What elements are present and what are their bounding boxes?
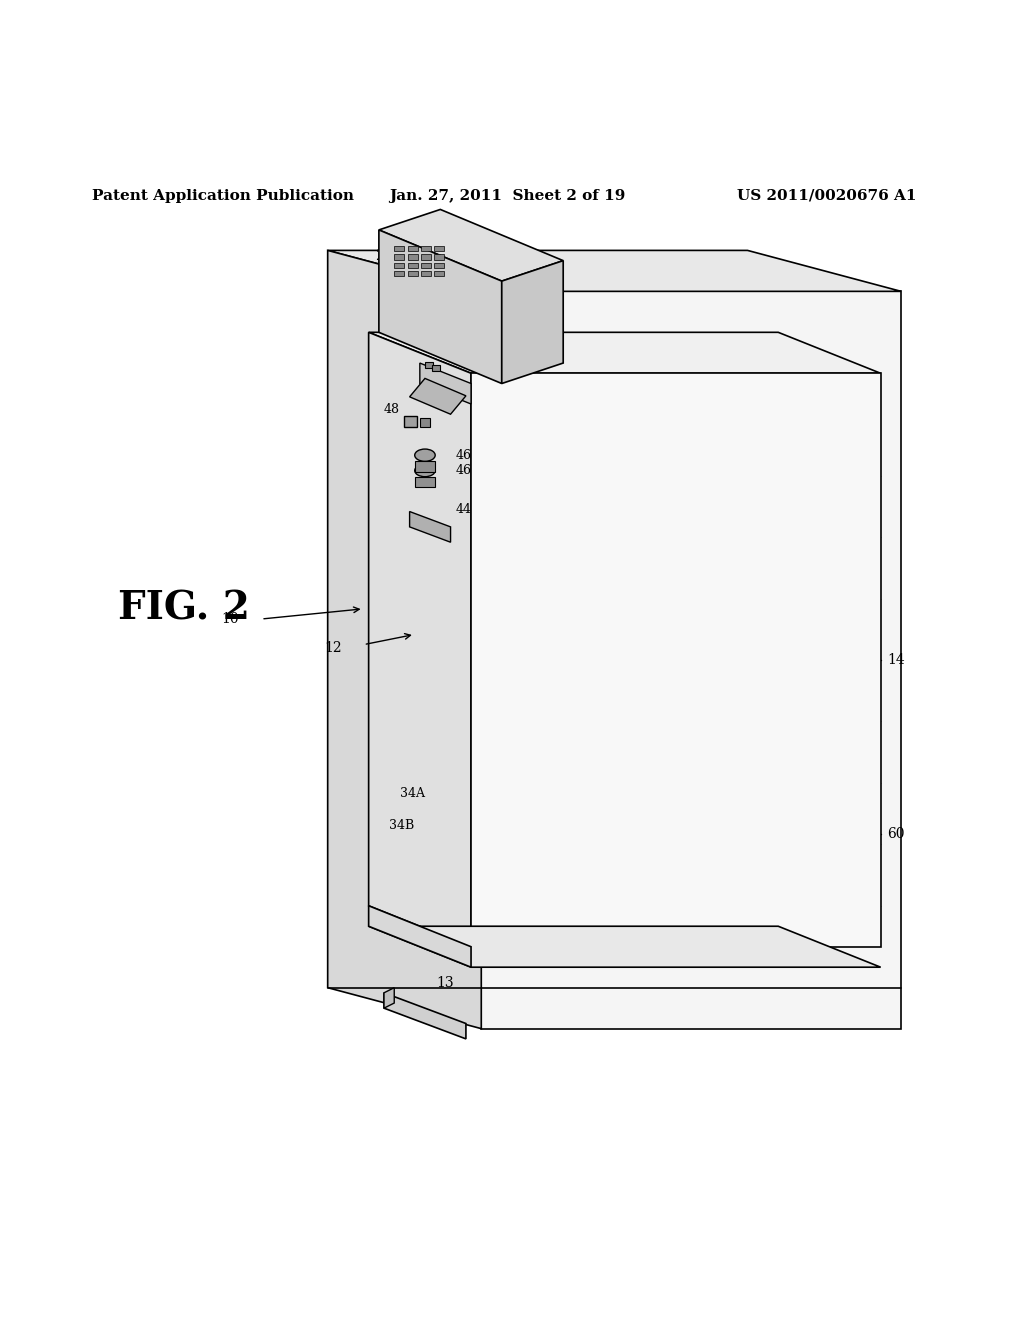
Polygon shape (369, 333, 881, 374)
Bar (421, 247, 431, 251)
Bar (394, 255, 404, 260)
Bar (408, 247, 418, 251)
Bar (408, 255, 418, 260)
Text: Jan. 27, 2011  Sheet 2 of 19: Jan. 27, 2011 Sheet 2 of 19 (389, 189, 626, 203)
Bar (434, 255, 444, 260)
Polygon shape (502, 260, 563, 384)
Polygon shape (369, 906, 471, 968)
Polygon shape (410, 379, 466, 414)
Bar (432, 366, 440, 371)
Polygon shape (471, 374, 881, 946)
Text: 13: 13 (441, 338, 460, 351)
Text: US 2011/0020676 A1: US 2011/0020676 A1 (737, 189, 916, 203)
Bar (425, 362, 433, 368)
Polygon shape (328, 251, 481, 1028)
Polygon shape (384, 987, 394, 1008)
Ellipse shape (415, 449, 435, 462)
Text: 14: 14 (887, 653, 905, 667)
Polygon shape (410, 512, 451, 543)
Text: 60: 60 (887, 828, 905, 841)
Polygon shape (415, 462, 435, 471)
Text: 12: 12 (324, 640, 342, 655)
Polygon shape (369, 927, 881, 968)
Polygon shape (379, 230, 502, 384)
Bar (408, 263, 418, 268)
Text: 34B: 34B (389, 820, 415, 833)
Bar (421, 255, 431, 260)
Text: 10: 10 (221, 612, 240, 626)
Bar (434, 271, 444, 276)
Bar (394, 271, 404, 276)
Bar (404, 416, 417, 426)
Text: 24: 24 (375, 248, 393, 263)
Text: 40: 40 (426, 265, 444, 280)
Text: 46: 46 (456, 465, 472, 477)
Text: 13: 13 (436, 975, 455, 990)
Bar (434, 247, 444, 251)
Ellipse shape (415, 465, 435, 477)
Bar (394, 263, 404, 268)
Bar (394, 247, 404, 251)
Text: 44: 44 (456, 503, 472, 516)
Polygon shape (379, 210, 563, 281)
Text: Patent Application Publication: Patent Application Publication (92, 189, 354, 203)
Polygon shape (481, 292, 901, 1028)
Polygon shape (415, 477, 435, 487)
Text: 34A: 34A (400, 787, 425, 800)
Bar (420, 418, 430, 426)
Polygon shape (328, 251, 901, 292)
Polygon shape (384, 993, 466, 1039)
Bar (408, 271, 418, 276)
Text: 42: 42 (411, 276, 429, 290)
Polygon shape (369, 333, 471, 946)
Text: 46: 46 (456, 449, 472, 462)
Bar (434, 263, 444, 268)
Text: FIG. 2: FIG. 2 (119, 590, 250, 628)
Bar (421, 263, 431, 268)
Bar (421, 271, 431, 276)
Polygon shape (420, 363, 471, 404)
Text: 48: 48 (383, 403, 399, 416)
